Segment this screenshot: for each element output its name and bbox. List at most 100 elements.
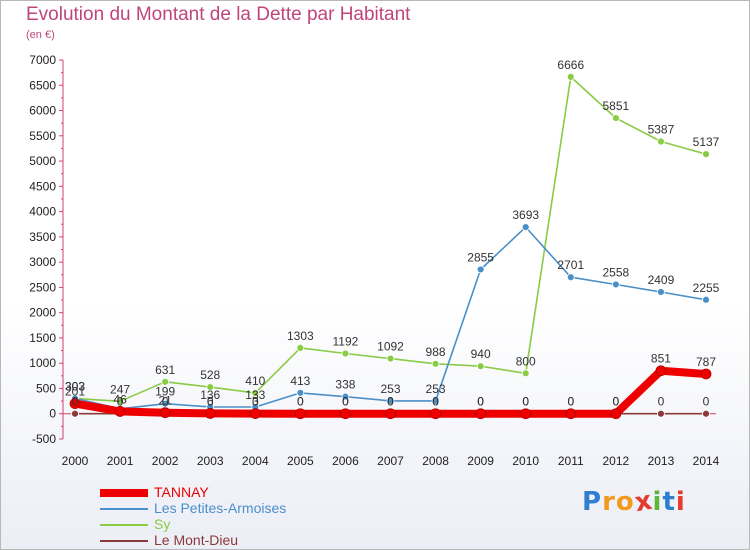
data-point xyxy=(476,362,485,371)
x-tick-label: 2008 xyxy=(422,454,449,468)
data-label: 0 xyxy=(342,395,349,409)
x-tick-label: 2002 xyxy=(152,454,179,468)
y-tick-label: 6500 xyxy=(29,78,56,92)
data-point xyxy=(657,288,665,296)
y-tick-label: 2000 xyxy=(29,306,56,320)
data-label: 5851 xyxy=(603,99,630,113)
data-point xyxy=(294,408,306,420)
data-label: 303 xyxy=(65,379,85,393)
logo-letter: t xyxy=(662,487,676,517)
data-label: 413 xyxy=(290,374,310,388)
data-point xyxy=(655,365,667,377)
data-label: 940 xyxy=(471,347,491,361)
data-point xyxy=(611,280,620,289)
data-point xyxy=(657,137,665,146)
x-tick-label: 2004 xyxy=(242,454,269,468)
y-tick-label: 5000 xyxy=(29,154,56,168)
data-point xyxy=(116,397,124,406)
data-point xyxy=(702,150,710,159)
data-label: 0 xyxy=(567,395,574,409)
data-label: 0 xyxy=(387,395,394,409)
y-tick-label: 6000 xyxy=(29,104,56,118)
data-label: 0 xyxy=(252,395,259,409)
data-point xyxy=(657,409,665,418)
chart-title: Evolution du Montant de la Dette par Hab… xyxy=(26,4,411,25)
data-label: 2855 xyxy=(467,250,494,264)
data-point xyxy=(702,295,710,304)
data-point xyxy=(161,377,170,386)
data-label: 0 xyxy=(207,395,214,409)
legend-label: Les Petites-Armoises xyxy=(154,500,287,516)
data-point xyxy=(386,354,395,363)
x-tick-label: 2007 xyxy=(377,454,404,468)
data-label: 0 xyxy=(342,395,349,409)
data-label: 851 xyxy=(651,352,671,366)
logo-letter: i xyxy=(675,487,686,517)
data-label: 800 xyxy=(516,354,536,368)
logo-letter: i xyxy=(652,487,663,517)
data-label: 0 xyxy=(72,395,79,409)
x-tick-label: 2003 xyxy=(197,454,224,468)
legend-label: Le Mont-Dieu xyxy=(154,532,239,548)
x-tick-label: 2000 xyxy=(62,454,89,468)
logo-letter: P xyxy=(582,487,603,517)
data-point xyxy=(249,408,261,419)
data-point xyxy=(521,223,530,232)
data-point xyxy=(296,343,305,352)
data-point xyxy=(69,398,81,409)
data-label: 133 xyxy=(245,388,265,402)
legend-swatch xyxy=(100,540,148,542)
x-tick-label: 2011 xyxy=(558,454,584,468)
data-point xyxy=(566,72,575,81)
data-label: 0 xyxy=(432,395,439,409)
data-label: 21 xyxy=(158,394,172,408)
data-label: 528 xyxy=(200,368,220,382)
data-point xyxy=(702,409,710,418)
x-tick-label: 2009 xyxy=(467,454,494,468)
data-label: 0 xyxy=(613,395,620,409)
data-point xyxy=(565,408,577,420)
data-label: 6666 xyxy=(557,58,584,72)
data-point xyxy=(520,408,532,420)
x-tick-label: 2006 xyxy=(332,454,359,468)
data-point xyxy=(206,383,215,391)
data-label: 0 xyxy=(522,395,529,409)
data-label: 0 xyxy=(297,395,304,409)
data-label: 247 xyxy=(110,382,130,396)
x-tick-label: 2010 xyxy=(512,454,539,468)
data-label: 0 xyxy=(477,395,484,409)
data-point xyxy=(475,408,487,420)
data-label: 988 xyxy=(426,345,446,359)
legend-swatch xyxy=(100,508,148,510)
legend-label: Sy xyxy=(154,516,171,532)
logo-letter: o xyxy=(615,487,635,517)
data-label: 0 xyxy=(387,395,394,409)
data-point xyxy=(204,408,216,419)
data-label: 3693 xyxy=(512,208,539,222)
data-label: 6 xyxy=(207,394,214,408)
data-label: 5387 xyxy=(648,123,675,137)
data-label: 0 xyxy=(477,395,484,409)
legend-swatch xyxy=(100,524,148,526)
data-label: 2409 xyxy=(648,273,675,287)
y-tick-label: 500 xyxy=(36,381,56,395)
data-point xyxy=(431,397,440,405)
x-tick-label: 2014 xyxy=(693,454,720,468)
y-tick-label: 4500 xyxy=(29,179,56,193)
data-label: 2558 xyxy=(603,265,630,279)
data-label: 1303 xyxy=(287,329,314,343)
legend-swatch xyxy=(100,489,148,497)
y-tick-label: 1500 xyxy=(29,331,56,345)
y-tick-label: -500 xyxy=(32,432,56,446)
data-point xyxy=(566,273,575,282)
y-tick-label: 3500 xyxy=(29,230,56,244)
data-point xyxy=(430,408,441,420)
data-label: 3 xyxy=(252,395,259,409)
data-point xyxy=(385,408,396,420)
data-point xyxy=(431,359,440,368)
x-tick-label: 2012 xyxy=(603,454,630,468)
data-point xyxy=(610,408,622,420)
data-label: 0 xyxy=(522,395,529,409)
data-label: 199 xyxy=(155,385,175,399)
